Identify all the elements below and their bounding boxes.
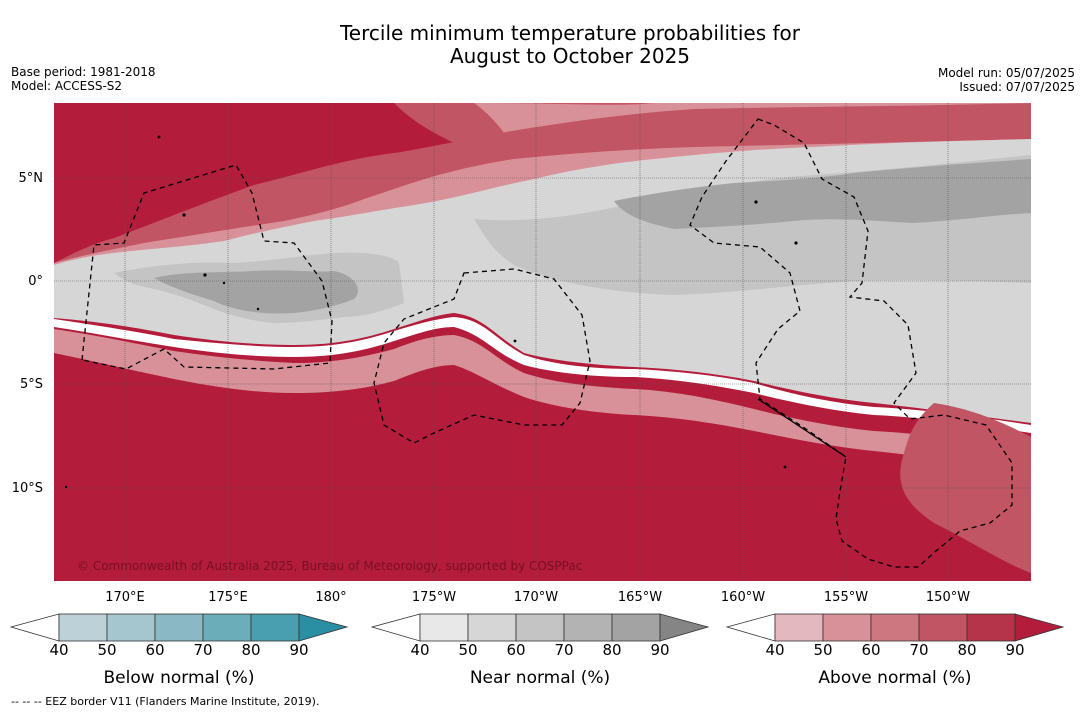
island-dot [794,241,798,245]
cb-near-bin-3 [515,613,565,642]
probability-map: © Commonwealth of Australia 2025, Bureau… [54,103,1031,581]
cb-near-bin-5 [611,613,661,642]
cb-above-low-extension [726,613,776,642]
cb-near-low-extension [371,613,421,642]
cb-above-tick-80: 80 [957,641,977,659]
cb-below-tick-70: 70 [193,641,213,659]
cb-below-tick-80: 80 [241,641,261,659]
lon-label-170e: 170°E [105,590,145,605]
lon-label-165w: 165°W [617,590,663,605]
cb-near-tick-60: 60 [506,641,526,659]
title-line-1: Tercile minimum temperature probabilitie… [339,21,801,45]
cb-above-bin-4 [918,613,968,642]
cb-above-tick-70: 70 [909,641,929,659]
colorbar-above-svg [726,613,1065,642]
cb-above-high-extension [1014,613,1065,642]
island-dot [64,485,68,489]
eez-footnote: -- -- -- EEZ border V11 (Flanders Marine… [11,695,320,708]
lon-label-155w: 155°W [823,590,869,605]
above-50-south-band [54,329,1031,475]
cb-above-tick-60: 60 [861,641,881,659]
map-svg [54,103,1031,581]
lon-label-170w: 170°W [513,590,559,605]
cb-above-title: Above normal (%) [818,668,972,688]
cb-near-tick-70: 70 [554,641,574,659]
cb-below-bin-4 [202,613,252,642]
cb-below-bin-5 [250,613,300,642]
cb-near-tick-90: 90 [650,641,670,659]
title-line-2: August to October 2025 [449,44,691,68]
cb-below-bin-2 [106,613,156,642]
colorbar-below-svg [10,613,349,642]
lon-label-150w: 150°W [925,590,971,605]
lat-label-10s: 10°S [11,481,43,496]
island-dot [182,213,186,217]
lon-label-175e: 175°E [208,590,248,605]
above-70-southeast [900,403,1031,573]
island-dot [754,200,758,204]
cb-below-bin-1 [58,613,108,642]
cb-near-title: Near normal (%) [469,668,611,688]
island-dot [513,339,517,343]
cb-below-low-extension [10,613,60,642]
meta-right: Model run: 05/07/2025 Issued: 07/07/2025 [938,66,1075,94]
eez-border-kiribati-phoenix [373,268,591,444]
lat-label-5n: 5°N [18,171,44,186]
cb-below-high-extension [298,613,349,642]
chart-title: Tercile minimum temperature probabilitie… [0,22,1085,68]
issued-date: Issued: 07/07/2025 [959,80,1075,94]
model-name: Model: ACCESS-S2 [11,79,123,93]
island-dot [256,307,260,311]
cb-near-bin-1 [419,613,469,642]
meta-left: Base period: 1981-2018 Model: ACCESS-S2 [11,65,156,93]
cb-above-tick-90: 90 [1005,641,1025,659]
eez-border-kiribati-line [689,118,1013,568]
cb-above-bin-2 [822,613,872,642]
cb-above-tick-50: 50 [813,641,833,659]
cb-below-tick-50: 50 [97,641,117,659]
cb-below-tick-60: 60 [145,641,165,659]
island-dot [783,465,787,469]
cb-above-bin-5 [966,613,1016,642]
near-80-east [614,159,1031,229]
cb-near-bin-4 [563,613,613,642]
cb-near-tick-50: 50 [458,641,478,659]
model-run: Model run: 05/07/2025 [937,66,1075,80]
island-dot [203,273,207,277]
lon-label-180: 180° [315,590,347,605]
cb-near-bin-2 [467,613,517,642]
island-dot [222,281,226,285]
cb-above-bin-3 [870,613,920,642]
colorbar-near-svg [371,613,710,642]
cb-near-high-extension [659,613,710,642]
eez-border-solid-segment [757,398,847,458]
lon-label-160w: 160°W [720,590,766,605]
cb-below-tick-40: 40 [49,641,69,659]
island-dot [157,135,161,139]
map-copyright: © Commonwealth of Australia 2025, Bureau… [77,559,583,573]
lat-label-0: 0° [28,274,43,289]
cb-below-tick-90: 90 [289,641,309,659]
cb-above-tick-40: 40 [765,641,785,659]
base-period: Base period: 1981-2018 [11,65,156,79]
lat-label-5s: 5°S [19,377,43,392]
lon-label-175w: 175°W [411,590,457,605]
cb-below-title: Below normal (%) [103,668,255,688]
cb-above-bin-1 [774,613,824,642]
cb-near-tick-40: 40 [410,641,430,659]
cb-near-tick-80: 80 [602,641,622,659]
eez-border-kiribati-gilbert [81,164,333,370]
cb-below-bin-3 [154,613,204,642]
